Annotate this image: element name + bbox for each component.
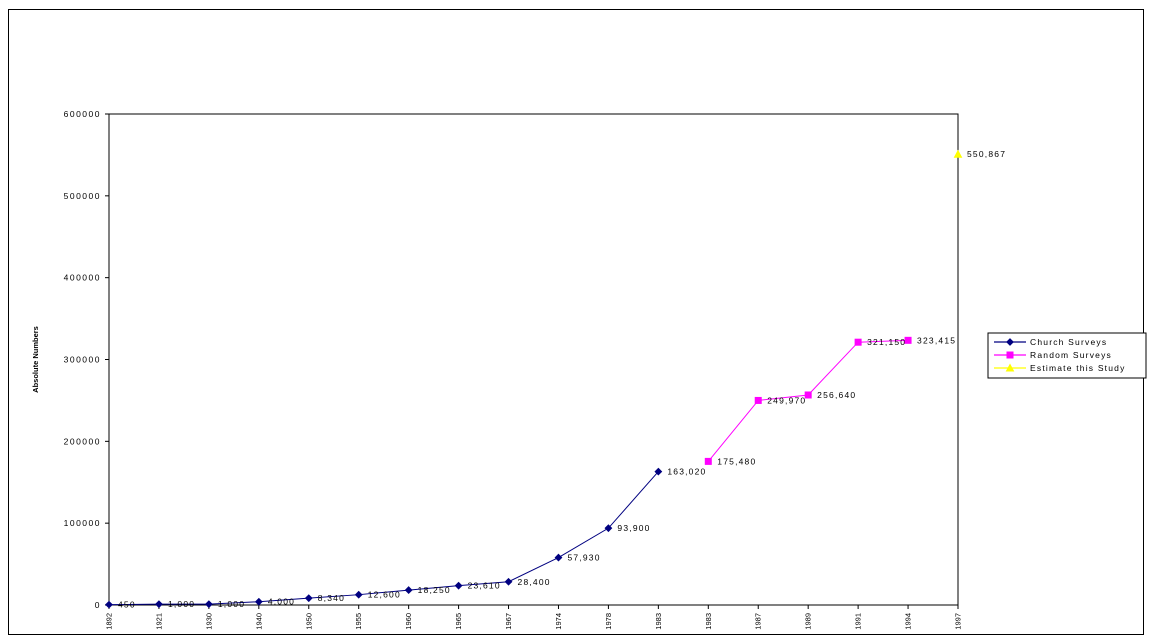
data-label: 4,000: [268, 597, 295, 607]
series-line: [707, 339, 909, 462]
x-tick-label: 1983: [654, 613, 663, 630]
series-random-surveys: 175,480 249,970 256,640 321,150 323,415: [704, 335, 956, 466]
legend-item: Estimate this Study: [994, 363, 1126, 373]
y-tick-label: 500000: [64, 191, 101, 201]
data-point: [904, 336, 912, 344]
data-point: [804, 391, 812, 399]
data-label: 323,415: [917, 335, 956, 345]
data-label: 450: [118, 600, 136, 610]
data-point: [105, 600, 113, 609]
legend-item: Random Surveys: [994, 350, 1112, 360]
x-tick-label: 1950: [304, 613, 313, 630]
series-line: [108, 471, 659, 606]
y-tick-label: 200000: [64, 436, 101, 446]
x-tick-label: 1997: [954, 613, 963, 630]
y-tick-label: 100000: [64, 518, 101, 528]
data-point: [554, 553, 563, 562]
data-label: 163,020: [667, 467, 706, 477]
x-tick-label: 1994: [904, 613, 913, 630]
data-point: [155, 600, 163, 609]
data-label: 8,340: [318, 593, 345, 603]
data-point: [854, 338, 862, 346]
data-point: [604, 524, 613, 533]
data-label: 249,970: [767, 395, 806, 405]
y-tick-label: 300000: [64, 355, 101, 365]
data-label: 18,250: [418, 585, 451, 595]
data-label: 256,640: [817, 390, 856, 400]
data-label: 57,930: [567, 553, 600, 563]
data-point: [254, 597, 263, 606]
x-tick-label: 1991: [854, 613, 863, 630]
x-tick-label: 1989: [804, 613, 813, 630]
x-tick-label: 1978: [604, 613, 613, 630]
y-tick-label: 0: [95, 600, 101, 610]
data-point: [404, 586, 413, 594]
data-label: 23,610: [468, 581, 501, 591]
data-label: 1,000: [218, 599, 245, 609]
x-tick-label: 1967: [504, 613, 513, 630]
data-point: [1005, 363, 1015, 372]
data-label: 93,900: [617, 523, 650, 533]
legend-label: Church Surveys: [1030, 337, 1107, 347]
data-point: [304, 594, 313, 603]
x-tick-label: 1965: [454, 613, 463, 630]
data-point: [754, 396, 762, 404]
data-point: [354, 590, 363, 599]
data-label: 321,150: [867, 337, 906, 347]
x-tick-label: 1960: [404, 613, 413, 630]
data-point: [504, 577, 513, 586]
data-point: [953, 149, 963, 158]
data-point: [454, 581, 463, 590]
data-label: 12,600: [368, 590, 401, 600]
data-label: 175,480: [717, 456, 756, 466]
legend: Church Surveys Random Surveys Estimate thi…: [987, 332, 1147, 379]
plot-area-border: [108, 113, 959, 606]
series-estimate-this-study: 550,867: [953, 149, 1006, 159]
x-tick-label: 1930: [204, 613, 213, 630]
data-label: 28,400: [518, 577, 551, 587]
x-tick-label: 1921: [154, 613, 163, 630]
x-tick-label: 1955: [354, 613, 363, 630]
x-tick-label: 1940: [254, 613, 263, 630]
x-tick-label: 1983: [704, 613, 713, 630]
y-tick-label: 600000: [64, 109, 101, 119]
x-tick-label: 1974: [554, 613, 563, 630]
data-point: [204, 600, 213, 609]
data-label: 550,867: [967, 149, 1006, 159]
plot-area: 0 100000 200000 300000 400000 500000 600000 189…: [64, 109, 1006, 630]
series-church-surveys: 450 1,000 1,000 4,000 8,340 12,600 18,250 23,61…: [105, 467, 706, 610]
legend-item: Church Surveys: [994, 337, 1107, 347]
data-point: [654, 467, 663, 476]
legend-label: Random Surveys: [1030, 350, 1112, 360]
chart-frame: [8, 9, 1144, 635]
data-point: [704, 457, 712, 465]
x-tick-label: 1892: [105, 613, 114, 630]
data-point: [1006, 351, 1014, 359]
data-label: 1,000: [168, 599, 195, 609]
legend-label: Estimate this Study: [1030, 363, 1126, 373]
x-tick-label: 1987: [754, 613, 763, 630]
data-point: [1006, 338, 1014, 346]
y-axis-title: Absolute Numbers: [31, 326, 40, 393]
y-tick-label: 400000: [64, 273, 101, 283]
